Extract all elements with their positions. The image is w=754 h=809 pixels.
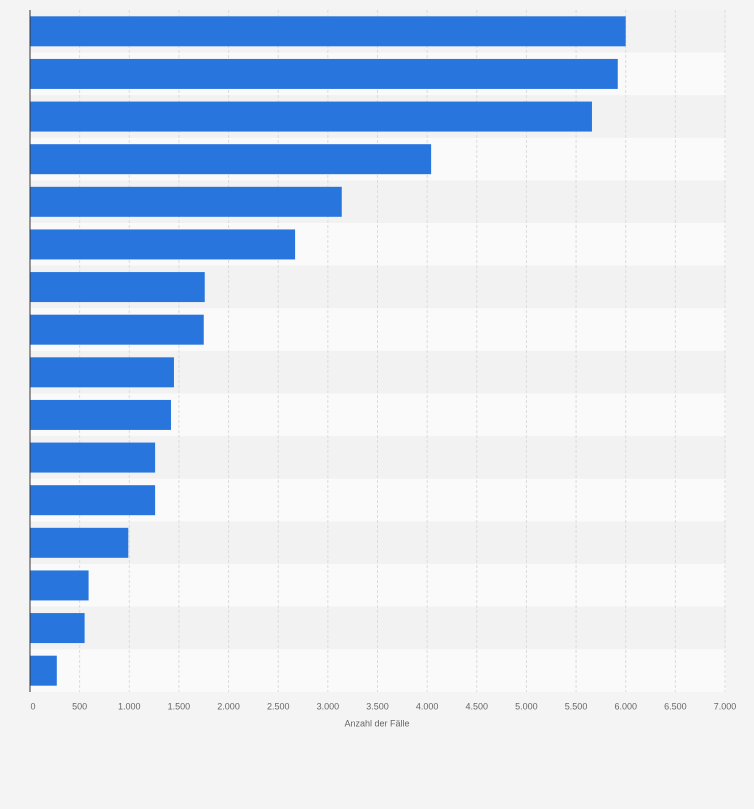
bar <box>30 229 296 260</box>
x-tick-label: 6.500 <box>664 701 687 711</box>
x-axis-title: Anzahl der Fälle <box>344 718 409 728</box>
x-tick-label: 2.000 <box>217 701 240 711</box>
x-tick-label: 3.000 <box>317 701 340 711</box>
x-tick-label: 5.500 <box>565 701 588 711</box>
x-tick-label: 4.000 <box>416 701 439 711</box>
bar <box>30 58 618 89</box>
bar <box>30 16 626 47</box>
bar <box>30 527 129 558</box>
bar <box>30 272 205 303</box>
x-tick-label: 1.000 <box>118 701 141 711</box>
bar <box>30 314 204 345</box>
bar <box>30 613 85 644</box>
bar <box>30 101 592 132</box>
bar <box>30 399 171 430</box>
x-tick-label: 2.500 <box>267 701 290 711</box>
x-tick-label: 3.500 <box>366 701 389 711</box>
bar <box>30 442 156 473</box>
x-tick-label: 5.000 <box>515 701 538 711</box>
x-tick-label: 4.500 <box>466 701 489 711</box>
x-tick-label: 500 <box>72 701 87 711</box>
bar <box>30 485 156 516</box>
bar <box>30 186 342 217</box>
x-tick-label: 0 <box>30 701 35 711</box>
bar <box>30 655 57 686</box>
bar <box>30 144 432 175</box>
bar <box>30 570 89 601</box>
x-tick-label: 1.500 <box>168 701 191 711</box>
x-tick-label: 7.000 <box>714 701 737 711</box>
bar <box>30 357 174 388</box>
x-tick-label: 6.000 <box>614 701 637 711</box>
